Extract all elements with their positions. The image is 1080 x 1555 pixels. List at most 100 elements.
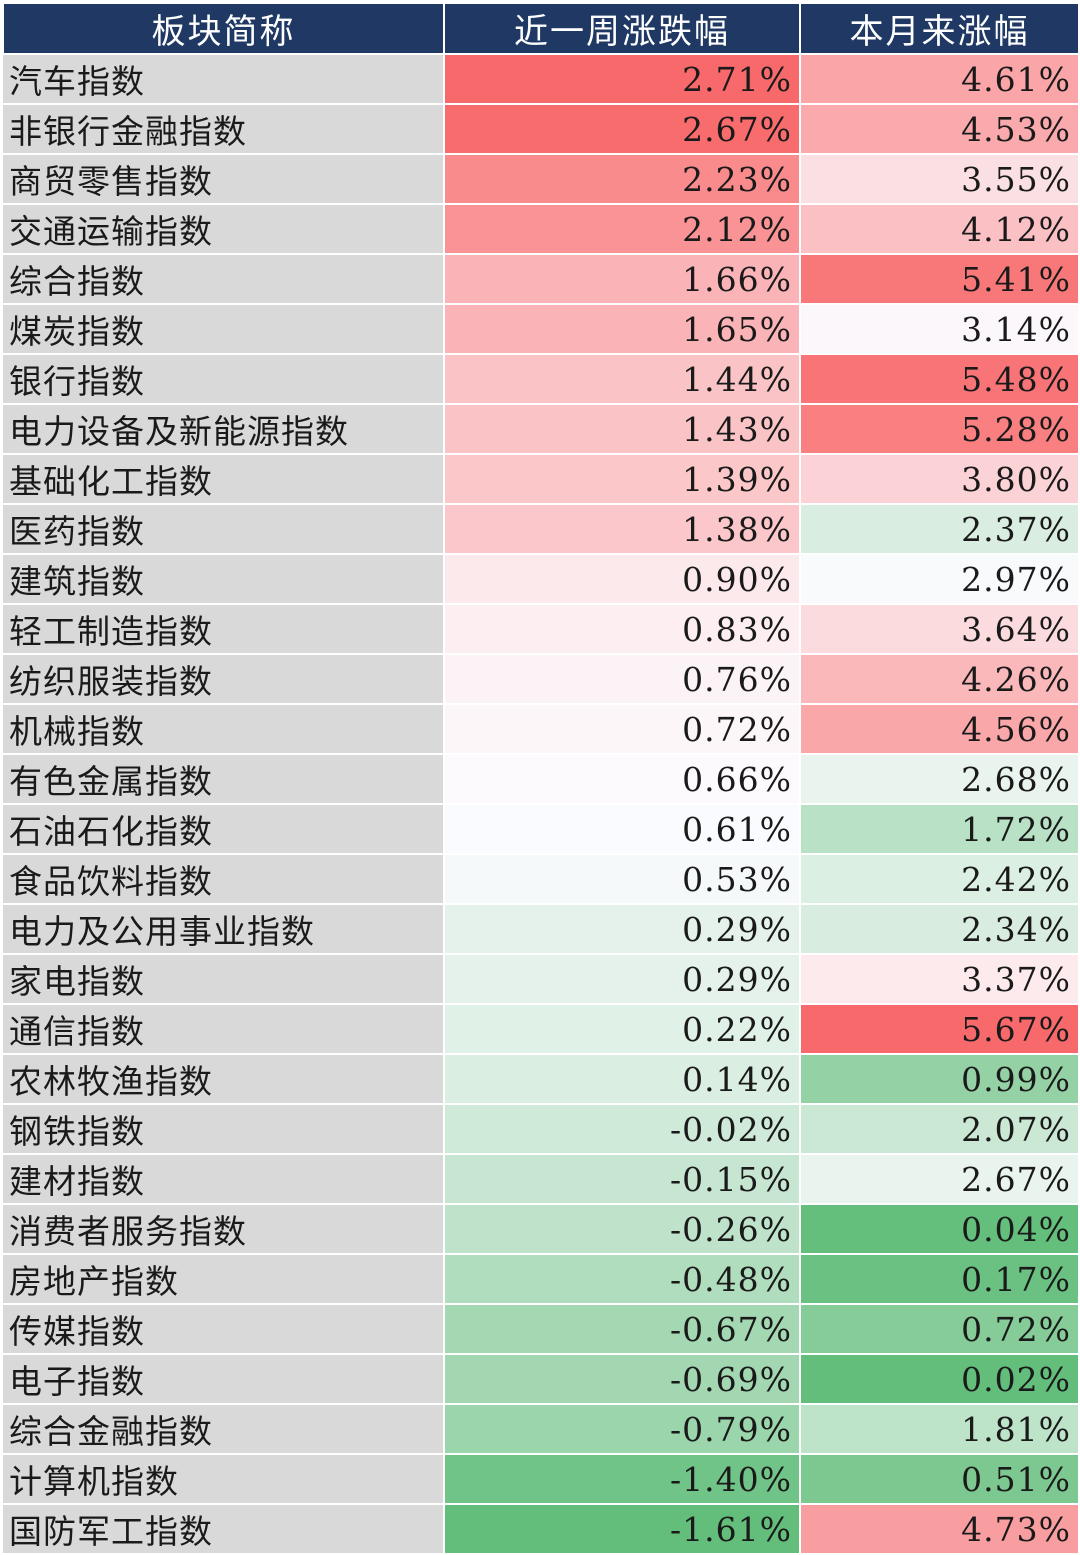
table-row: 电力及公用事业指数 0.29% 2.34% <box>3 904 1080 955</box>
month-to-date-cell: 0.04% <box>800 1204 1080 1255</box>
month-to-date-cell: 2.34% <box>800 904 1080 955</box>
weekly-change-cell: 2.71% <box>444 54 801 105</box>
table-row: 钢铁指数 -0.02% 2.07% <box>3 1104 1080 1155</box>
table-row: 计算机指数 -1.40% 0.51% <box>3 1454 1080 1505</box>
weekly-change-cell: -0.48% <box>444 1254 801 1305</box>
sector-name-cell: 家电指数 <box>3 954 445 1005</box>
sector-name-cell: 基础化工指数 <box>3 454 445 505</box>
sector-name-cell: 非银行金融指数 <box>3 104 445 155</box>
table-row: 机械指数 0.72% 4.56% <box>3 704 1080 755</box>
sector-name-cell: 国防军工指数 <box>3 1504 445 1555</box>
month-to-date-cell: 3.14% <box>800 304 1080 355</box>
table-row: 交通运输指数 2.12% 4.12% <box>3 204 1080 255</box>
sector-name-cell: 纺织服装指数 <box>3 654 445 705</box>
sector-name-cell: 银行指数 <box>3 354 445 405</box>
table-row: 医药指数 1.38% 2.37% <box>3 504 1080 555</box>
header-month-to-date: 本月来涨幅 <box>799 2 1080 55</box>
month-to-date-cell: 4.12% <box>800 204 1080 255</box>
sector-name-cell: 房地产指数 <box>3 1254 445 1305</box>
sector-name-cell: 煤炭指数 <box>3 304 445 355</box>
month-to-date-cell: 4.56% <box>800 704 1080 755</box>
sector-name-cell: 农林牧渔指数 <box>3 1054 445 1105</box>
weekly-change-cell: -1.40% <box>444 1454 801 1505</box>
table-row: 建材指数 -0.15% 2.67% <box>3 1154 1080 1205</box>
weekly-change-cell: -0.79% <box>444 1404 801 1455</box>
sector-name-cell: 综合指数 <box>3 254 445 305</box>
table-row: 电力设备及新能源指数 1.43% 5.28% <box>3 404 1080 455</box>
month-to-date-cell: 5.28% <box>800 404 1080 455</box>
table-row: 基础化工指数 1.39% 3.80% <box>3 454 1080 505</box>
table-row: 有色金属指数 0.66% 2.68% <box>3 754 1080 805</box>
weekly-change-cell: 2.23% <box>444 154 801 205</box>
header-row: 板块简称 近一周涨跌幅 本月来涨幅 <box>2 2 1080 55</box>
sector-name-cell: 石油石化指数 <box>3 804 445 855</box>
sector-name-cell: 钢铁指数 <box>3 1104 445 1155</box>
weekly-change-cell: 1.44% <box>444 354 801 405</box>
month-to-date-cell: 4.61% <box>800 54 1080 105</box>
sector-name-cell: 通信指数 <box>3 1004 445 1055</box>
month-to-date-cell: 0.99% <box>800 1054 1080 1105</box>
month-to-date-cell: 4.73% <box>800 1504 1080 1555</box>
month-to-date-cell: 2.68% <box>800 754 1080 805</box>
table-row: 电子指数 -0.69% 0.02% <box>3 1354 1080 1405</box>
sector-name-cell: 电力设备及新能源指数 <box>3 404 445 455</box>
table-row: 建筑指数 0.90% 2.97% <box>3 554 1080 605</box>
weekly-change-cell: 1.66% <box>444 254 801 305</box>
table-row: 银行指数 1.44% 5.48% <box>3 354 1080 405</box>
sector-name-cell: 消费者服务指数 <box>3 1204 445 1255</box>
month-to-date-cell: 0.17% <box>800 1254 1080 1305</box>
month-to-date-cell: 3.64% <box>800 604 1080 655</box>
sector-name-cell: 电力及公用事业指数 <box>3 904 445 955</box>
weekly-change-cell: -0.69% <box>444 1354 801 1405</box>
table-row: 商贸零售指数 2.23% 3.55% <box>3 154 1080 205</box>
sector-name-cell: 有色金属指数 <box>3 754 445 805</box>
sector-name-cell: 电子指数 <box>3 1354 445 1405</box>
weekly-change-cell: 0.83% <box>444 604 801 655</box>
header-sector-name: 板块简称 <box>2 2 445 55</box>
weekly-change-cell: 0.66% <box>444 754 801 805</box>
weekly-change-cell: 0.61% <box>444 804 801 855</box>
header-weekly-change: 近一周涨跌幅 <box>443 2 801 55</box>
sector-name-cell: 传媒指数 <box>3 1304 445 1355</box>
table-row: 非银行金融指数 2.67% 4.53% <box>3 104 1080 155</box>
month-to-date-cell: 2.67% <box>800 1154 1080 1205</box>
table-row: 农林牧渔指数 0.14% 0.99% <box>3 1054 1080 1105</box>
table-row: 轻工制造指数 0.83% 3.64% <box>3 604 1080 655</box>
table-row: 煤炭指数 1.65% 3.14% <box>3 304 1080 355</box>
sector-name-cell: 建筑指数 <box>3 554 445 605</box>
table-row: 消费者服务指数 -0.26% 0.04% <box>3 1204 1080 1255</box>
sector-name-cell: 计算机指数 <box>3 1454 445 1505</box>
table-row: 家电指数 0.29% 3.37% <box>3 954 1080 1005</box>
weekly-change-cell: 2.12% <box>444 204 801 255</box>
month-to-date-cell: 2.97% <box>800 554 1080 605</box>
weekly-change-cell: -0.67% <box>444 1304 801 1355</box>
month-to-date-cell: 1.81% <box>800 1404 1080 1455</box>
sector-name-cell: 建材指数 <box>3 1154 445 1205</box>
table-row: 房地产指数 -0.48% 0.17% <box>3 1254 1080 1305</box>
weekly-change-cell: 1.38% <box>444 504 801 555</box>
month-to-date-cell: 2.42% <box>800 854 1080 905</box>
sector-name-cell: 轻工制造指数 <box>3 604 445 655</box>
sector-name-cell: 综合金融指数 <box>3 1404 445 1455</box>
weekly-change-cell: 0.29% <box>444 904 801 955</box>
weekly-change-cell: -0.15% <box>444 1154 801 1205</box>
month-to-date-cell: 3.37% <box>800 954 1080 1005</box>
table-row: 汽车指数 2.71% 4.61% <box>3 54 1080 105</box>
table-row: 综合指数 1.66% 5.41% <box>3 254 1080 305</box>
table-row: 通信指数 0.22% 5.67% <box>3 1004 1080 1055</box>
month-to-date-cell: 4.53% <box>800 104 1080 155</box>
sector-name-cell: 商贸零售指数 <box>3 154 445 205</box>
table-body: 汽车指数 2.71% 4.61% 非银行金融指数 2.67% 4.53% 商贸零售指数 2.2… <box>3 54 1080 1555</box>
weekly-change-cell: -0.26% <box>444 1204 801 1255</box>
month-to-date-cell: 5.67% <box>800 1004 1080 1055</box>
table-row: 传媒指数 -0.67% 0.72% <box>3 1304 1080 1355</box>
weekly-change-cell: 1.39% <box>444 454 801 505</box>
sector-name-cell: 交通运输指数 <box>3 204 445 255</box>
weekly-change-cell: 0.72% <box>444 704 801 755</box>
month-to-date-cell: 0.72% <box>800 1304 1080 1355</box>
table-row: 石油石化指数 0.61% 1.72% <box>3 804 1080 855</box>
month-to-date-cell: 4.26% <box>800 654 1080 705</box>
sector-name-cell: 食品饮料指数 <box>3 854 445 905</box>
table-row: 食品饮料指数 0.53% 2.42% <box>3 854 1080 905</box>
weekly-change-cell: 1.43% <box>444 404 801 455</box>
